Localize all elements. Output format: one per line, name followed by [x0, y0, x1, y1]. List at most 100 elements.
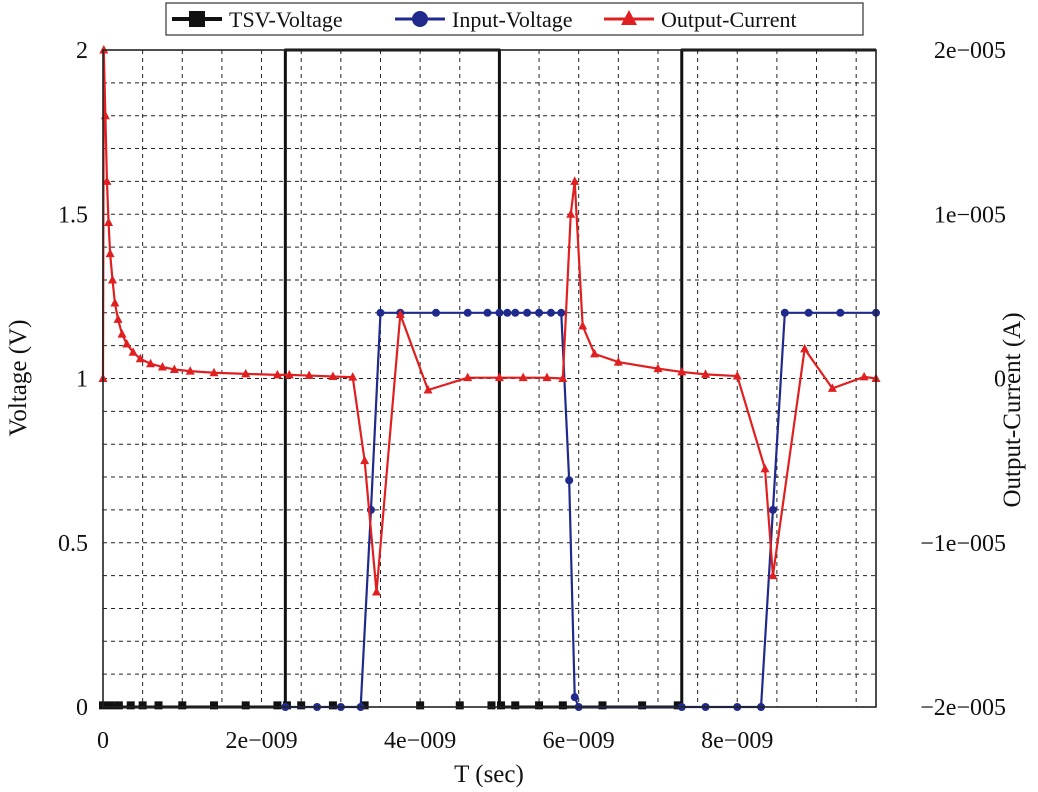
y-tick-label: 1 [76, 367, 88, 393]
x-tick-label: 8e−009 [701, 728, 773, 754]
data-point-tsv-voltage [535, 701, 544, 710]
data-point-tsv-voltage [487, 701, 496, 710]
data-point-input-voltage [565, 476, 574, 485]
x-tick-label: 4e−009 [384, 728, 456, 754]
legend: TSV-Voltage Input-Voltage Output-Current [165, 2, 864, 36]
data-point-output-current [859, 371, 869, 381]
data-point-input-voltage [546, 308, 555, 317]
data-point-input-voltage [511, 308, 520, 317]
data-point-output-current [185, 366, 195, 375]
legend-box [165, 2, 864, 36]
data-point-output-current [128, 347, 138, 356]
data-point-tsv-voltage [126, 701, 135, 710]
data-point-tsv-voltage [114, 701, 123, 710]
data-point-output-current [827, 383, 837, 392]
data-point-output-current [463, 372, 473, 382]
data-point-input-voltage [503, 308, 512, 317]
data-point-input-voltage [836, 308, 845, 317]
data-point-output-current [117, 329, 127, 338]
data-point-output-current [768, 570, 778, 580]
data-point-output-current [613, 357, 623, 366]
y2-tick-label: 2e−005 [934, 38, 1006, 64]
legend-marker-input-voltage [412, 11, 428, 27]
data-point-output-current [653, 363, 663, 373]
data-point-output-current [423, 384, 433, 394]
y-tick-label: 0 [76, 695, 88, 721]
data-point-output-current [360, 455, 370, 465]
y2-tick-label: 0 [994, 367, 1006, 393]
data-point-output-current [760, 463, 770, 473]
data-point-output-current [578, 320, 588, 330]
data-point-tsv-voltage [328, 701, 337, 710]
y2-tick-label: −2e−005 [920, 695, 1006, 721]
data-point-output-current [494, 372, 504, 382]
data-point-input-voltage [495, 308, 504, 317]
data-point-input-voltage [376, 308, 385, 317]
x-tick-label: 2e−009 [225, 728, 297, 754]
legend-label-tsv-voltage: TSV-Voltage [229, 7, 343, 32]
data-point-output-current [102, 176, 112, 185]
data-point-tsv-voltage [511, 701, 520, 710]
data-point-output-current [800, 343, 810, 353]
legend-marker-tsv-voltage [189, 11, 205, 27]
legend-label-input-voltage: Input-Voltage [452, 7, 573, 32]
data-point-input-voltage [483, 308, 492, 317]
data-point-output-current [122, 339, 132, 348]
data-point-tsv-voltage [273, 701, 282, 710]
data-point-output-current [272, 369, 282, 379]
data-point-output-current [105, 248, 115, 258]
x-axis-title: T (sec) [454, 761, 524, 788]
data-point-tsv-voltage [154, 701, 163, 710]
data-point-output-current [209, 367, 219, 377]
data-point-tsv-voltage [416, 701, 425, 710]
data-point-output-current [135, 353, 145, 363]
data-point-output-current [395, 309, 405, 318]
data-point-tsv-voltage [209, 701, 218, 710]
data-point-input-voltage [768, 505, 777, 514]
data-point-output-current [104, 217, 114, 226]
data-point-output-current [157, 362, 167, 371]
data-point-output-current [518, 372, 528, 382]
data-point-tsv-voltage [455, 701, 464, 710]
data-point-output-current [108, 274, 118, 284]
data-point-output-current [328, 371, 338, 381]
data-point-input-voltage [523, 308, 532, 317]
data-point-output-current [732, 371, 742, 380]
data-point-output-current [570, 176, 580, 185]
data-point-tsv-voltage [360, 701, 369, 710]
y-tick-label: 2 [76, 38, 88, 64]
data-point-output-current [110, 297, 120, 307]
data-point-output-current [304, 370, 314, 380]
data-point-output-current [146, 358, 156, 368]
data-point-input-voltage [557, 308, 566, 317]
data-point-input-voltage [804, 308, 813, 317]
y-tick-label: 0.5 [58, 531, 88, 557]
data-point-input-voltage [780, 308, 789, 317]
data-point-tsv-voltage [598, 701, 607, 710]
data-point-input-voltage [535, 308, 544, 317]
data-point-output-current [241, 368, 251, 378]
data-point-output-current [169, 364, 179, 373]
data-point-output-current [113, 314, 123, 323]
data-point-output-current [558, 373, 568, 382]
data-point-output-current [372, 587, 382, 596]
data-point-tsv-voltage [241, 701, 250, 710]
y2-tick-labels: −2e−005 −1e−005 0 1e−005 2e−005 [920, 38, 1006, 721]
x-tick-labels: 0 2e−009 4e−009 6e−009 8e−009 [97, 728, 773, 754]
legend-marker-output-current [621, 10, 637, 25]
data-point-tsv-voltage [558, 701, 567, 710]
x-tick-label: 6e−009 [543, 728, 615, 754]
data-point-tsv-voltage [178, 701, 187, 710]
y2-tick-label: 1e−005 [934, 202, 1006, 228]
legend-label-output-current: Output-Current [661, 7, 797, 32]
data-point-output-current [590, 348, 600, 358]
x-tick-label: 0 [97, 728, 109, 754]
data-point-tsv-voltage [297, 701, 306, 710]
data-point-input-voltage [431, 308, 440, 317]
y2-tick-label: −1e−005 [920, 531, 1006, 557]
plot-area-frame [102, 49, 877, 708]
y-axis-title: Voltage (V) [5, 320, 32, 437]
data-point-output-current [542, 372, 552, 382]
data-point-input-voltage [570, 693, 579, 702]
